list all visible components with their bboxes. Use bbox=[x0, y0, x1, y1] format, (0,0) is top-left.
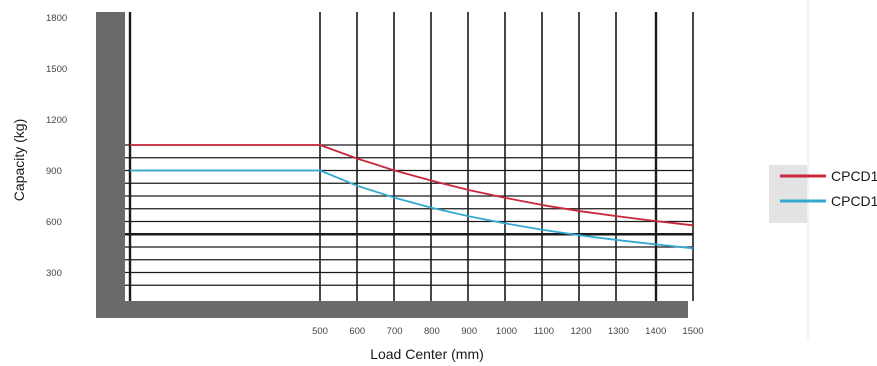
x-tick-label: 900 bbox=[461, 326, 477, 337]
x-tick-label: 1200 bbox=[571, 326, 592, 337]
y-tick-label: 600 bbox=[46, 217, 62, 228]
y-tick-label: 1800 bbox=[46, 13, 67, 24]
x-tick-label: 600 bbox=[349, 326, 365, 337]
y-axis-ticks: 1800 1500 1200 900 600 300 bbox=[46, 13, 67, 279]
y-tick-label: 900 bbox=[46, 166, 62, 177]
x-tick-label: 500 bbox=[312, 326, 328, 337]
legend-background bbox=[769, 165, 807, 223]
y-axis-title: Capacity (kg) bbox=[11, 119, 27, 201]
y-tick-label: 1200 bbox=[46, 115, 67, 126]
x-tick-label: 1000 bbox=[496, 326, 517, 337]
x-tick-label: 800 bbox=[424, 326, 440, 337]
legend-label-cpcd18: CPCD18 bbox=[831, 168, 877, 184]
x-tick-label: 700 bbox=[387, 326, 403, 337]
x-tick-label: 1500 bbox=[682, 326, 703, 337]
x-tick-label: 1400 bbox=[645, 326, 666, 337]
series-lines bbox=[130, 144, 694, 250]
legend: CPCD18 CPCD15 bbox=[769, 165, 877, 223]
series-line-cpcd15 bbox=[130, 169, 694, 250]
x-axis-title: Load Center (mm) bbox=[370, 346, 484, 362]
x-tick-label: 1300 bbox=[608, 326, 629, 337]
y-tick-label: 300 bbox=[46, 268, 62, 279]
x-tick-label: 1100 bbox=[534, 326, 554, 337]
legend-label-cpcd15: CPCD15 bbox=[831, 193, 877, 209]
series-line-cpcd18 bbox=[130, 144, 694, 227]
y-tick-label: 1500 bbox=[46, 64, 67, 75]
x-axis-ticks: 500 600 700 800 900 1000 1100 1200 1300 1400 1500 bbox=[312, 326, 704, 337]
plot-area bbox=[125, 12, 693, 301]
